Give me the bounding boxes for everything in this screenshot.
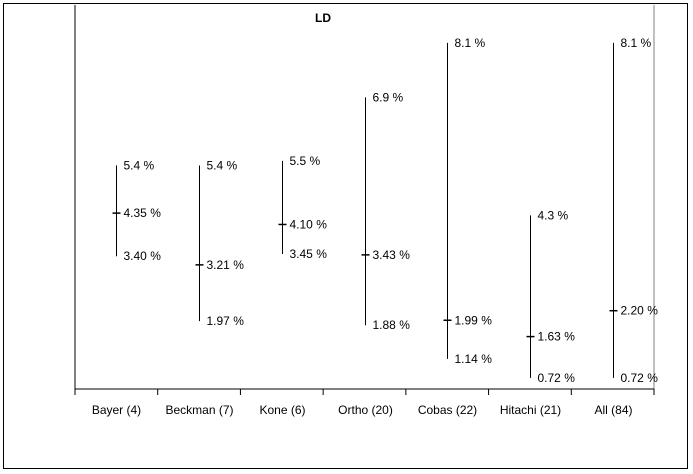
high-value-label: 6.9 % (373, 90, 404, 104)
mid-value-label: 4.10 % (290, 217, 328, 231)
x-tick-label: Bayer (4) (92, 403, 141, 417)
chart-title: LD (315, 11, 331, 25)
high-value-label: 8.1 % (455, 36, 486, 50)
low-value-label: 1.97 % (207, 314, 245, 328)
x-tick-label: Beckman (7) (165, 403, 233, 417)
mid-value-label: 4.35 % (124, 206, 162, 220)
mid-value-label: 3.21 % (207, 258, 245, 272)
low-value-label: 0.72 % (621, 371, 659, 385)
high-value-label: 8.1 % (621, 36, 652, 50)
high-value-label: 5.4 % (124, 158, 155, 172)
high-value-label: 4.3 % (538, 208, 569, 222)
x-tick-label: Cobas (22) (418, 403, 477, 417)
mid-value-label: 3.43 % (373, 248, 411, 262)
high-value-label: 5.4 % (207, 158, 238, 172)
x-tick-label: Ortho (20) (338, 403, 393, 417)
mid-value-label: 2.20 % (621, 304, 659, 318)
low-value-label: 1.88 % (373, 318, 411, 332)
mid-value-label: 1.63 % (538, 330, 576, 344)
low-value-label: 3.45 % (290, 247, 328, 261)
x-tick-label: All (84) (594, 403, 632, 417)
mid-value-label: 1.99 % (455, 313, 493, 327)
low-value-label: 3.40 % (124, 249, 162, 263)
x-tick-label: Kone (6) (259, 403, 305, 417)
high-value-label: 5.5 % (290, 154, 321, 168)
plot-area: Bayer (4) 5.4 % 4.35 % 3.40 % Beckman (7) 5.4… (74, 5, 659, 417)
low-value-label: 1.14 % (455, 352, 493, 366)
chart-frame (3, 3, 688, 469)
low-value-label: 0.72 % (538, 371, 576, 385)
x-tick-label: Hitachi (21) (500, 403, 561, 417)
